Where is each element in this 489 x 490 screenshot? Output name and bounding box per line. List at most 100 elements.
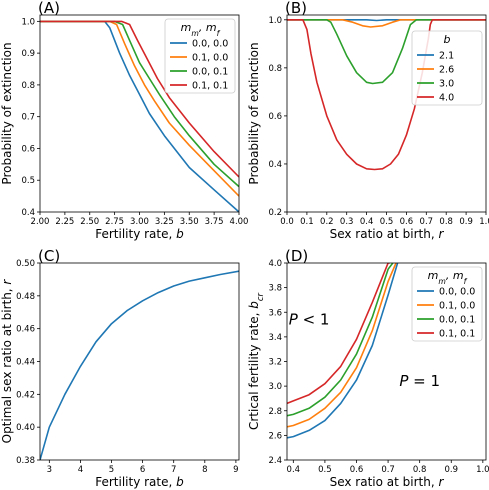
series-line-0	[287, 263, 399, 439]
legend-entry: 0.0, 0.0	[439, 287, 475, 298]
x-tick-label: 5	[109, 465, 114, 475]
y-tick-label: 0.7	[21, 113, 35, 123]
y-tick-label: 4.0	[268, 259, 282, 269]
legend-entry: 0.1, 0.0	[192, 53, 228, 64]
y-tick-label: 0.50	[16, 259, 35, 269]
x-axis-label: Sex ratio at birth, r	[330, 227, 445, 241]
x-tick-label: 3.00	[130, 217, 149, 227]
x-tick-label: 0.4	[360, 217, 374, 227]
x-tick-label: 0.9	[459, 217, 473, 227]
y-tick-label: 1.0	[21, 17, 35, 27]
x-tick-label: 2.25	[55, 217, 74, 227]
panel-label: (B)	[285, 0, 307, 17]
y-tick-label: 0.6	[268, 112, 282, 122]
legend-entry: 0.0, 0.1	[439, 315, 475, 326]
x-tick-label: 3.25	[155, 217, 174, 227]
y-tick-label: 0.8	[268, 64, 282, 74]
x-tick-label: 0.6	[350, 465, 364, 475]
x-tick-label: 0.4	[287, 465, 301, 475]
legend-entry: 2.6	[439, 65, 454, 76]
y-tick-label: 0.4	[268, 160, 282, 170]
y-axis-label: Crtical fertility rate, bcr	[247, 292, 265, 430]
legend-entry: 0.1, 0.1	[439, 329, 475, 340]
x-tick-label: 2.00	[31, 217, 50, 227]
y-tick-label: 2.6	[268, 431, 282, 441]
panel-label: (D)	[285, 247, 308, 265]
panel-2: 3 4 5 6 7 8 9 0.38 0.40 0.42 0.44 0.46 0.48 0.50 (C) Fe…	[0, 247, 240, 489]
x-tick-label: 0.7	[420, 217, 434, 227]
legend-entry: 4.0	[439, 93, 454, 104]
y-tick-label: 0.44	[16, 358, 35, 368]
y-tick-label: 2.4	[268, 456, 282, 466]
series-line-2	[40, 20, 239, 188]
axes-frame	[39, 262, 240, 461]
series-line-1	[40, 20, 239, 197]
y-tick-label: 0.9	[21, 49, 35, 59]
y-tick-label: 2.8	[268, 407, 282, 417]
panel-label: (C)	[38, 247, 60, 265]
x-tick-label: 0.6	[400, 217, 414, 227]
legend-title: mm, mf	[428, 269, 468, 286]
y-tick-label: 3.6	[268, 308, 282, 318]
x-tick-label: 4.00	[230, 217, 249, 227]
y-axis-label: Probability of extinction	[247, 42, 261, 184]
annotation-text: P = 1	[399, 372, 440, 390]
x-tick-label: 3.75	[205, 217, 224, 227]
y-tick-label: 0.38	[16, 456, 35, 466]
x-tick-label: 2.50	[80, 217, 99, 227]
x-tick-label: 0.7	[381, 465, 395, 475]
legend-entry: 0.1, 0.1	[192, 81, 228, 92]
y-tick-label: 3.8	[268, 284, 282, 294]
legend-entry: 0.1, 0.0	[439, 301, 475, 312]
x-tick-label: 7	[171, 465, 176, 475]
panel-0: 2.00 2.25 2.50 2.75 3.00 3.25 3.50 3.75 4.00 0.4 0…	[0, 0, 248, 241]
annotation-text: P < 1	[289, 311, 330, 329]
x-tick-label: 1.0	[476, 465, 489, 475]
series-line-2	[287, 263, 394, 417]
y-tick-label: 3.0	[268, 382, 282, 392]
y-axis-label: Optimal sex ratio at birth, r	[0, 279, 14, 444]
series-line-1	[287, 263, 397, 428]
x-tick-label: 3.50	[180, 217, 199, 227]
series-line-3	[40, 20, 239, 178]
legend-entry: 3.0	[439, 79, 454, 90]
legend-box	[164, 18, 236, 94]
x-tick-label: 0.3	[340, 217, 354, 227]
x-tick-label: 2.75	[105, 217, 124, 227]
legend-entry: 0.0, 0.0	[192, 39, 228, 50]
x-tick-label: 0.0	[280, 217, 294, 227]
x-tick-label: 4	[78, 465, 83, 475]
legend-entry: 0.0, 0.1	[192, 67, 228, 78]
x-tick-label: 1.0	[479, 217, 489, 227]
y-tick-label: 0.8	[21, 81, 35, 91]
y-tick-label: 0.46	[16, 325, 35, 335]
y-tick-label: 0.48	[16, 292, 35, 302]
x-tick-label: 9	[233, 465, 238, 475]
y-tick-label: 0.40	[16, 423, 35, 433]
x-tick-label: 0.5	[318, 465, 332, 475]
legend-entry: 2.1	[439, 51, 454, 62]
x-axis-label: Fertility rate, b	[95, 227, 184, 241]
x-tick-label: 0.1	[300, 217, 314, 227]
panel-3: 0.4 0.5 0.6 0.7 0.8 0.9 1.0 2.4 2.6 2.8 3.0 3.2 3.4 3…	[247, 247, 489, 489]
x-tick-label: 0.2	[320, 217, 334, 227]
x-tick-label: 6	[140, 465, 145, 475]
x-tick-label: 0.8	[413, 465, 427, 475]
y-tick-label: 0.2	[268, 208, 282, 218]
series-line-3	[287, 263, 390, 405]
panel-label: (A)	[38, 0, 60, 17]
x-tick-label: 8	[202, 465, 207, 475]
y-tick-label: 0.4	[21, 208, 35, 218]
x-tick-label: 3	[47, 465, 52, 475]
y-tick-label: 0.6	[21, 144, 35, 154]
y-tick-label: 1.0	[268, 16, 282, 26]
series-line-1	[287, 18, 486, 28]
x-axis-label: Sex ratio at birth, r	[330, 475, 445, 489]
legend-box	[411, 30, 483, 106]
legend-box	[411, 266, 483, 342]
y-tick-label: 0.42	[16, 390, 35, 400]
y-tick-label: 0.5	[21, 176, 35, 186]
x-tick-label: 0.9	[444, 465, 458, 475]
panel-1: 0.0 0.1 0.2 0.3 0.4 0.5 0.6 0.7 0.8 0.9 1.0 0.2 0.4 0…	[247, 0, 489, 241]
